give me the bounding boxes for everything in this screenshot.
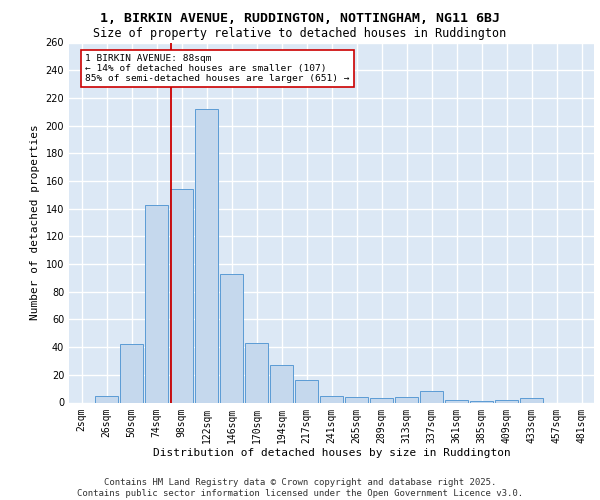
Text: 1, BIRKIN AVENUE, RUDDINGTON, NOTTINGHAM, NG11 6BJ: 1, BIRKIN AVENUE, RUDDINGTON, NOTTINGHAM… bbox=[100, 12, 500, 26]
Bar bbox=[495, 400, 518, 402]
Text: Contains HM Land Registry data © Crown copyright and database right 2025.
Contai: Contains HM Land Registry data © Crown c… bbox=[77, 478, 523, 498]
Bar bbox=[270, 365, 293, 403]
Bar bbox=[420, 392, 443, 402]
Bar bbox=[145, 204, 168, 402]
Bar bbox=[120, 344, 143, 403]
Bar bbox=[395, 397, 418, 402]
Bar bbox=[95, 396, 118, 402]
Bar bbox=[470, 401, 493, 402]
Bar bbox=[245, 343, 268, 402]
Bar bbox=[445, 400, 468, 402]
Bar bbox=[195, 109, 218, 403]
Bar bbox=[345, 397, 368, 402]
Bar bbox=[370, 398, 393, 402]
Bar bbox=[520, 398, 543, 402]
Text: 1 BIRKIN AVENUE: 88sqm
← 14% of detached houses are smaller (107)
85% of semi-de: 1 BIRKIN AVENUE: 88sqm ← 14% of detached… bbox=[85, 54, 350, 84]
X-axis label: Distribution of detached houses by size in Ruddington: Distribution of detached houses by size … bbox=[152, 448, 511, 458]
Bar bbox=[320, 396, 343, 402]
Bar bbox=[220, 274, 243, 402]
Bar bbox=[295, 380, 318, 402]
Bar bbox=[170, 190, 193, 402]
Y-axis label: Number of detached properties: Number of detached properties bbox=[30, 124, 40, 320]
Text: Size of property relative to detached houses in Ruddington: Size of property relative to detached ho… bbox=[94, 28, 506, 40]
